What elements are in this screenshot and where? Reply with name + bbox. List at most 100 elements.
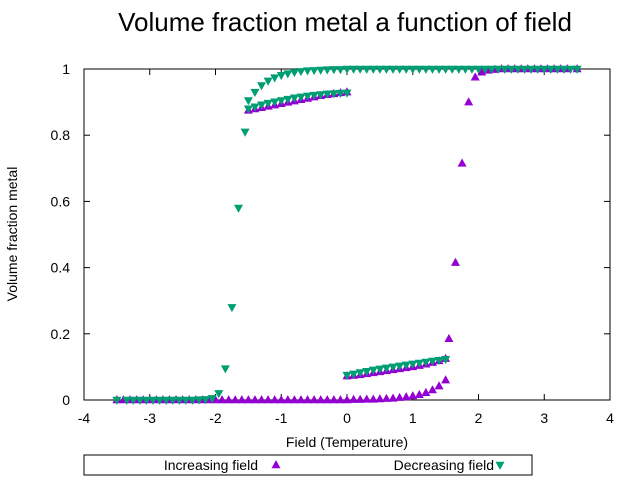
increasing-field-point xyxy=(349,394,359,403)
decreasing-legend-marker xyxy=(495,461,505,470)
decreasing-field-point xyxy=(355,369,365,378)
decreasing-field-point xyxy=(375,65,385,74)
decreasing-field-point xyxy=(227,304,237,313)
decreasing-field-point xyxy=(381,364,391,373)
decreasing-field-point xyxy=(128,396,138,405)
increasing-field-point xyxy=(329,395,339,404)
decreasing-field-point xyxy=(427,357,437,366)
decreasing-field-point xyxy=(329,66,339,75)
decreasing-field-point xyxy=(506,65,516,74)
decreasing-field-point xyxy=(342,371,352,381)
increasing-field-point xyxy=(342,395,352,404)
increasing-field-point xyxy=(316,395,326,404)
decreasing-field-point xyxy=(408,65,418,74)
decreasing-field-point xyxy=(447,65,457,74)
legend-label-decreasing: Decreasing field xyxy=(394,457,494,473)
decreasing-field-point xyxy=(408,360,418,369)
increasing-field-point xyxy=(296,395,306,404)
decreasing-field-point xyxy=(243,97,253,106)
decreasing-field-point xyxy=(187,396,197,405)
decreasing-field-point xyxy=(434,357,444,366)
increasing-field-point xyxy=(421,387,431,396)
decreasing-field-point xyxy=(474,65,483,74)
decreasing-field-point xyxy=(289,69,299,78)
decreasing-field-point xyxy=(539,65,549,74)
decreasing-field-point xyxy=(283,95,293,104)
x-tick-label: 1 xyxy=(409,410,417,426)
increasing-field-point xyxy=(375,394,385,403)
decreasing-field-point xyxy=(322,90,332,99)
decreasing-field-point xyxy=(296,68,306,77)
decreasing-field-point xyxy=(546,65,556,74)
increasing-field-point xyxy=(427,385,437,394)
x-tick-label: 3 xyxy=(540,410,548,426)
decreasing-field-point xyxy=(421,358,431,367)
increasing-field-point xyxy=(303,395,313,404)
x-tick-label: 4 xyxy=(606,410,614,426)
decreasing-field-point xyxy=(243,105,253,114)
decreasing-field-point xyxy=(381,65,391,74)
increasing-field-point xyxy=(395,392,405,401)
decreasing-field-point xyxy=(168,396,178,405)
decreasing-field-point xyxy=(401,361,411,370)
increasing-field-point xyxy=(322,395,332,404)
increasing-field-point xyxy=(414,389,424,398)
decreasing-field-point xyxy=(388,65,398,74)
decreasing-field-point xyxy=(513,65,523,74)
decreasing-field-point xyxy=(467,65,477,74)
decreasing-field-point xyxy=(250,103,260,112)
decreasing-field-point xyxy=(148,396,158,405)
decreasing-field-point xyxy=(112,396,122,405)
increasing-field-point xyxy=(230,395,240,404)
increasing-field-point xyxy=(368,394,378,403)
decreasing-field-point xyxy=(263,99,273,108)
increasing-field-point xyxy=(362,394,372,403)
x-tick-label: -3 xyxy=(144,410,157,426)
chart-title: Volume fraction metal a function of fiel… xyxy=(118,7,572,37)
increasing-field-point xyxy=(401,392,411,401)
x-tick-label: -1 xyxy=(275,410,288,426)
increasing-field-point xyxy=(457,158,467,167)
decreasing-field-point xyxy=(289,94,299,103)
x-tick-label: -2 xyxy=(209,410,222,426)
decreasing-field-point xyxy=(234,204,244,213)
legend-box xyxy=(83,454,533,476)
increasing-field-point xyxy=(270,395,280,404)
decreasing-field-point xyxy=(421,65,431,74)
decreasing-field-point xyxy=(559,65,569,74)
decreasing-field-point xyxy=(552,65,562,74)
decreasing-field-point xyxy=(414,359,424,368)
decreasing-field-point xyxy=(135,396,145,405)
increasing-field-point xyxy=(441,375,451,384)
y-tick-label: 0 xyxy=(62,392,70,408)
decreasing-field-point xyxy=(276,72,286,81)
decreasing-field-point xyxy=(303,92,313,101)
increasing-field-point xyxy=(388,393,398,402)
decreasing-field-point xyxy=(460,65,470,74)
increasing-field-point xyxy=(224,395,234,404)
increasing-field-point xyxy=(250,395,260,404)
decreasing-field-point xyxy=(480,65,490,74)
y-tick-label: 0.4 xyxy=(51,260,71,276)
decreasing-field-point xyxy=(401,65,411,74)
decreasing-field-point xyxy=(316,91,326,100)
decreasing-field-point xyxy=(349,370,359,379)
x-tick-label: 2 xyxy=(475,410,483,426)
decreasing-field-point xyxy=(270,98,280,107)
decreasing-field-point xyxy=(487,65,497,74)
x-tick-label: 0 xyxy=(343,410,351,426)
decreasing-field-point xyxy=(566,65,576,74)
decreasing-field-point xyxy=(194,396,204,405)
y-tick-label: 0.8 xyxy=(51,127,71,143)
decreasing-field-point xyxy=(368,65,378,74)
legend-markers xyxy=(271,460,505,470)
decreasing-field-point xyxy=(335,89,345,99)
decreasing-field-point xyxy=(388,363,398,372)
decreasing-field-point xyxy=(141,396,151,405)
decreasing-field-point xyxy=(240,128,250,137)
legend: Increasing field Decreasing field xyxy=(83,454,533,476)
data-points xyxy=(112,64,582,405)
decreasing-field-point xyxy=(161,396,171,405)
decreasing-field-point xyxy=(526,65,536,74)
decreasing-field-point xyxy=(250,88,260,98)
